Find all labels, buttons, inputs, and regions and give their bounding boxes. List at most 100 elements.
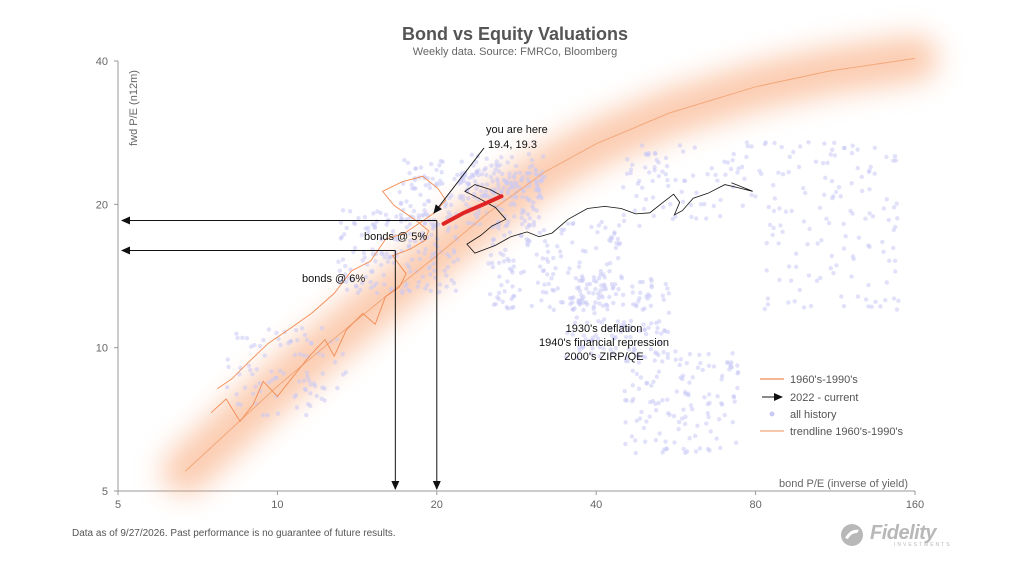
history-point (880, 239, 885, 245)
history-point (789, 278, 794, 283)
history-point (596, 223, 602, 228)
history-point (254, 367, 259, 372)
history-point (896, 298, 901, 303)
history-point (273, 375, 278, 381)
history-point (297, 379, 302, 384)
history-point (825, 160, 830, 166)
history-point (402, 157, 407, 163)
history-point (404, 199, 409, 204)
history-point (679, 189, 684, 194)
history-point (311, 381, 317, 386)
history-point (643, 439, 648, 444)
history-point (707, 400, 712, 405)
history-point (657, 431, 662, 436)
history-point (496, 296, 502, 302)
history-point (294, 405, 300, 410)
history-point (664, 164, 670, 169)
history-point (425, 282, 430, 288)
history-point (693, 449, 699, 454)
history-point (521, 269, 527, 274)
history-point (616, 223, 622, 228)
history-point (895, 216, 900, 221)
history-point (304, 337, 310, 343)
history-point (375, 290, 380, 296)
history-point (496, 169, 501, 174)
history-point (869, 304, 874, 309)
history-point (541, 268, 546, 273)
history-point (881, 249, 886, 254)
history-point (713, 172, 718, 178)
history-point (596, 295, 601, 301)
history-point (319, 326, 324, 331)
history-point (649, 278, 654, 283)
history-point (555, 286, 560, 291)
history-point (744, 140, 750, 145)
history-point (621, 292, 626, 298)
history-point (581, 344, 586, 349)
history-point (814, 278, 820, 283)
history-point (534, 252, 539, 257)
history-point (500, 171, 505, 177)
history-point (867, 187, 872, 192)
history-point (337, 279, 342, 285)
history-point (348, 267, 353, 272)
history-point (275, 411, 281, 416)
history-point (881, 206, 886, 211)
history-point (647, 414, 652, 419)
history-point (399, 219, 404, 224)
history-point (355, 290, 361, 295)
history-point (487, 292, 493, 297)
history-point (891, 245, 896, 251)
history-point (594, 246, 599, 251)
history-point (497, 222, 502, 227)
history-point (663, 172, 668, 177)
history-point (730, 351, 735, 356)
history-point (839, 294, 844, 299)
history-point (654, 351, 659, 356)
history-point (225, 385, 230, 390)
history-point (598, 288, 603, 293)
history-point (494, 159, 500, 164)
history-point (527, 215, 532, 221)
history-point (577, 288, 583, 294)
history-point (506, 258, 512, 264)
history-point (482, 192, 487, 197)
history-point (455, 172, 460, 177)
history-point (580, 297, 585, 302)
history-point (411, 208, 417, 214)
history-point (277, 368, 283, 373)
history-point (683, 414, 688, 420)
history-point (399, 200, 404, 206)
y-tick-label: 20 (96, 199, 108, 211)
history-point (623, 420, 628, 425)
history-point (337, 268, 342, 273)
regime-label-1930s: 1930's deflation (566, 323, 643, 335)
history-point (662, 328, 667, 333)
history-point (408, 203, 413, 209)
history-point (695, 423, 700, 428)
history-point (530, 163, 535, 168)
history-point (302, 332, 308, 338)
history-point (366, 229, 371, 235)
legend-label-2022-current: 2022 - current (790, 392, 858, 404)
history-point (509, 155, 515, 160)
history-point (343, 272, 348, 277)
history-point (368, 285, 374, 290)
history-point (262, 353, 267, 358)
series-recent-highlight (441, 194, 504, 226)
history-point (497, 274, 502, 279)
history-point (437, 163, 442, 168)
you-are-here-value: 19.4, 19.3 (488, 139, 537, 151)
history-point (603, 286, 609, 292)
history-point (332, 360, 338, 365)
history-point (429, 232, 434, 238)
history-point (665, 177, 670, 183)
history-point (587, 281, 593, 287)
history-point (832, 140, 837, 145)
history-point (602, 282, 607, 287)
history-point (663, 155, 669, 161)
history-point (504, 304, 509, 310)
history-point (824, 216, 829, 221)
history-point (363, 274, 369, 280)
history-point (346, 276, 352, 281)
